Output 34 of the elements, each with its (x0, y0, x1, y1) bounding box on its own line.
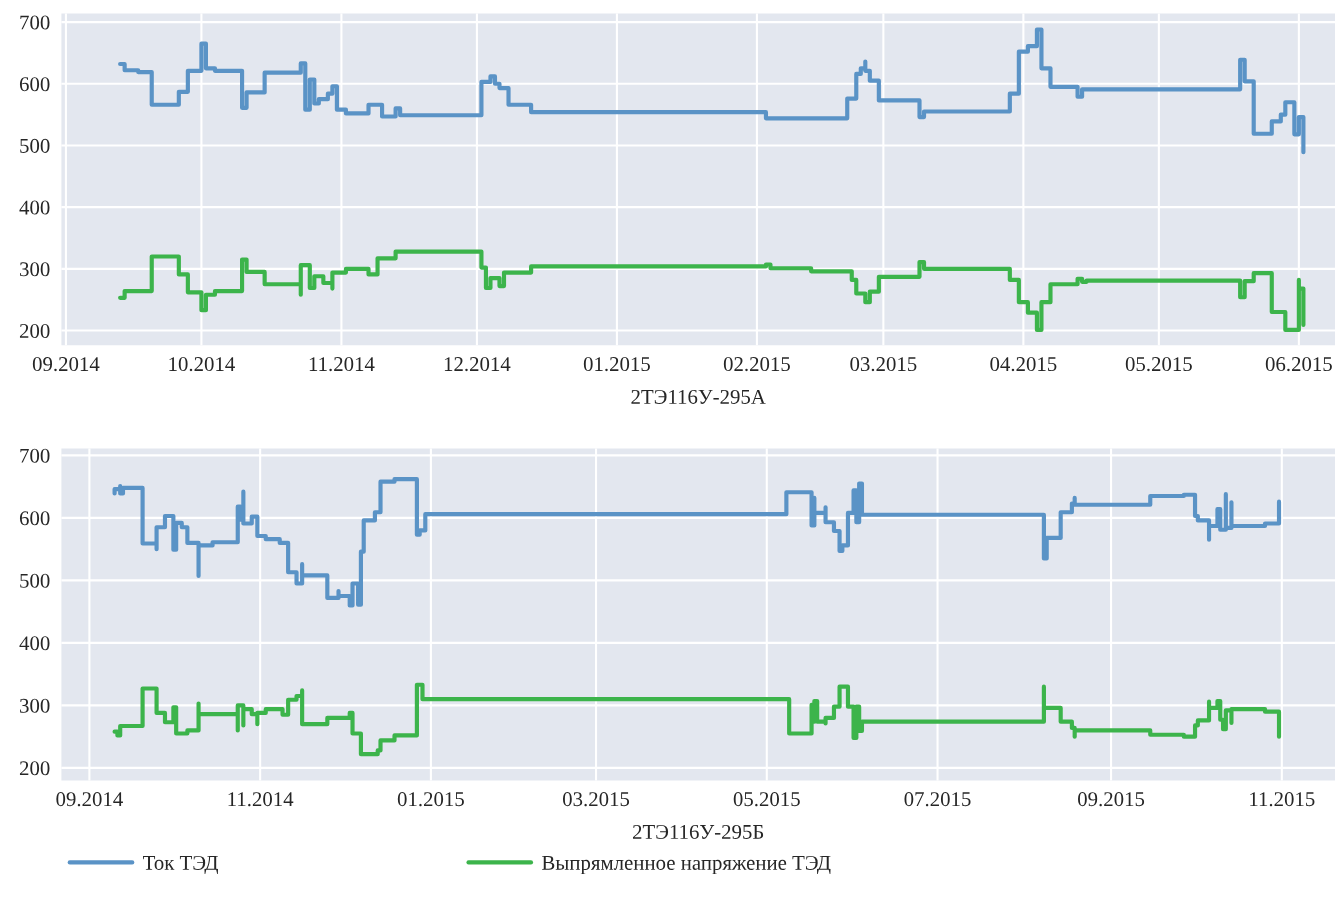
y-tick-label: 300 (20, 698, 50, 713)
x-tick-label: 01.2015 (583, 357, 650, 372)
y-tick-label: 600 (19, 511, 50, 526)
x-tick-label: 03.2015 (850, 357, 917, 372)
y-tick-label: 700 (20, 448, 50, 463)
legend-label: Выпрямленное напряжение ТЭД (542, 855, 831, 875)
x-tick-label: 04.2015 (990, 357, 1057, 372)
x-tick-label: 09.2014 (32, 357, 100, 372)
x-tick-label: 05.2015 (1125, 357, 1192, 372)
x-tick-label: 03.2015 (562, 792, 630, 807)
y-tick-label: 500 (20, 138, 50, 153)
y-tick-label: 400 (19, 636, 50, 651)
y-tick-label: 500 (20, 573, 50, 588)
x-tick-label: 09.2014 (56, 792, 123, 807)
x-tick-label: 11.2014 (309, 357, 375, 372)
x-tick-label: 06.2015 (1265, 357, 1332, 372)
x-tick-label: 11.2014 (228, 792, 294, 807)
x-axis-title: 2ТЭ116У-295А (631, 389, 766, 404)
x-tick-label: 07.2015 (904, 792, 971, 807)
x-tick-label: 05.2015 (733, 792, 800, 807)
y-tick-label: 700 (20, 15, 50, 30)
y-tick-label: 300 (20, 262, 50, 277)
x-tick-label: 11.2015 (1250, 792, 1315, 807)
x-tick-label: 01.2015 (397, 792, 464, 807)
y-tick-label: 600 (19, 77, 50, 92)
y-tick-label: 400 (19, 200, 50, 215)
x-tick-label: 12.2014 (444, 357, 511, 372)
x-tick-label: 09.2015 (1078, 792, 1145, 807)
y-tick-label: 200 (19, 761, 50, 776)
y-tick-label: 200 (19, 323, 50, 338)
x-axis-title: 2ТЭ116У-295Б (632, 824, 764, 839)
legend-label: Ток ТЭД (143, 855, 219, 875)
x-tick-label: 02.2015 (723, 357, 790, 372)
x-tick-label: 10.2014 (169, 357, 235, 372)
